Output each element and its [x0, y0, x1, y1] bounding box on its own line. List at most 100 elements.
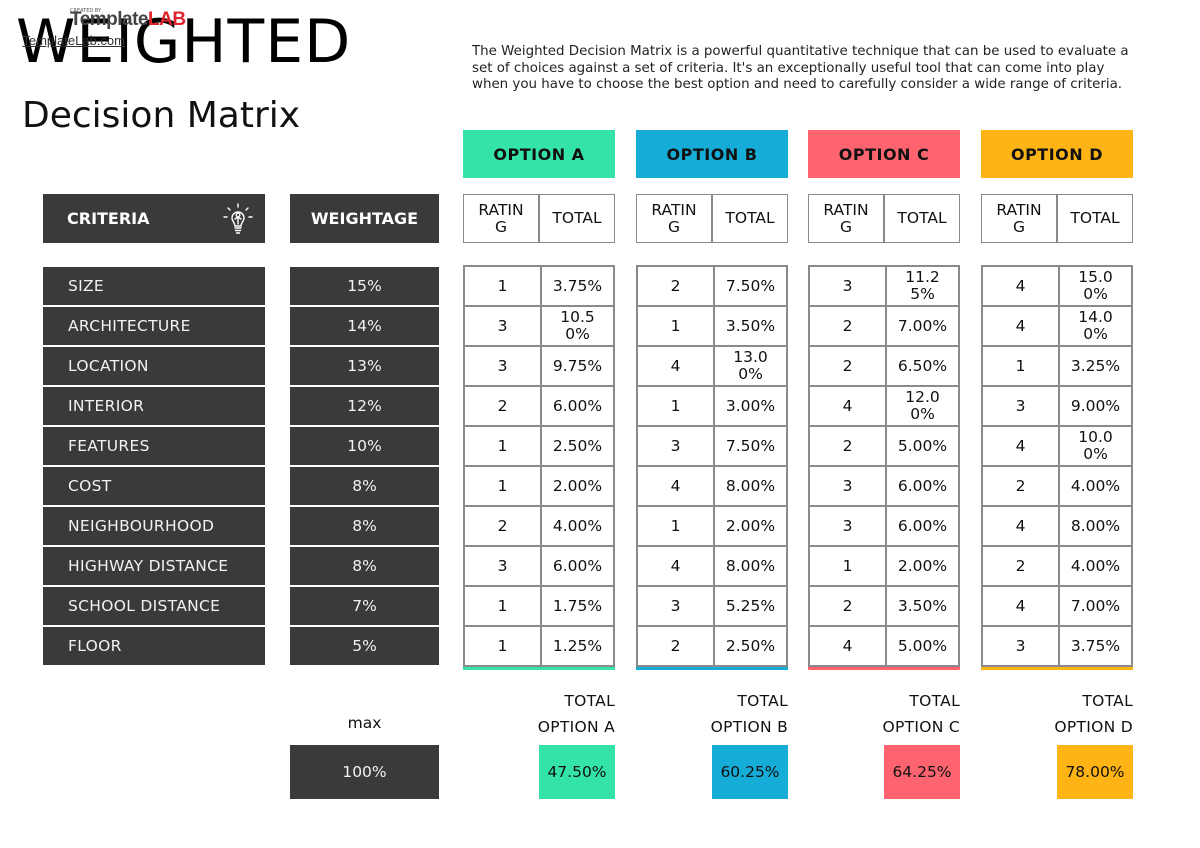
total-cell: 4.00%	[1070, 556, 1121, 575]
rating-cell[interactable]: 2	[465, 507, 542, 545]
total-label-line1: TOTAL	[909, 692, 960, 710]
rating-cell[interactable]: 3	[465, 347, 542, 385]
weight-cell[interactable]: 8%	[290, 507, 439, 545]
option-color-underline	[463, 667, 615, 670]
criteria-header-label: CRITERIA	[67, 209, 150, 228]
rating-cell[interactable]: 4	[983, 507, 1060, 545]
templatelab-link[interactable]: TemplateLab.com	[22, 33, 125, 48]
total-cell: 2.00%	[725, 516, 776, 535]
total-option-d-label: TOTAL OPTION D	[981, 688, 1133, 740]
rating-cell[interactable]: 1	[465, 587, 542, 625]
weight-cell[interactable]: 15%	[290, 267, 439, 305]
weight-cell[interactable]: 13%	[290, 347, 439, 385]
logo-text: Template	[70, 9, 149, 30]
rating-cell[interactable]: 2	[810, 427, 887, 465]
rating-cell[interactable]: 4	[983, 587, 1060, 625]
option-d-header: OPTION D	[981, 130, 1133, 178]
rating-cell[interactable]: 3	[465, 547, 542, 585]
table-row: 1 2.50%	[465, 427, 613, 467]
total-header: TOTAL	[1070, 209, 1120, 227]
rating-cell[interactable]: 2	[638, 627, 715, 665]
rating-cell[interactable]: 3	[983, 627, 1060, 665]
rating-cell[interactable]: 2	[983, 547, 1060, 585]
total-cell: 2.00%	[897, 556, 948, 575]
rating-header: RATING	[464, 195, 540, 242]
total-cell: 10.00%	[1078, 428, 1113, 463]
rating-cell[interactable]: 4	[983, 427, 1060, 465]
rating-cell[interactable]: 4	[810, 387, 887, 425]
rating-cell[interactable]: 3	[810, 267, 887, 305]
criteria-row: LOCATION	[43, 347, 265, 385]
weight-cell[interactable]: 5%	[290, 627, 439, 665]
rating-cell[interactable]: 1	[465, 267, 542, 305]
criteria-header: CRITERIA	[43, 194, 265, 243]
rating-cell[interactable]: 4	[983, 307, 1060, 345]
rating-cell[interactable]: 3	[810, 467, 887, 505]
rating-cell[interactable]: 4	[638, 547, 715, 585]
total-option-a-value: 47.50%	[539, 745, 615, 799]
rating-cell[interactable]: 1	[638, 307, 715, 345]
total-cell: 6.00%	[552, 556, 603, 575]
weight-cell[interactable]: 14%	[290, 307, 439, 345]
table-row: 3 9.75%	[465, 347, 613, 387]
weight-cell[interactable]: 8%	[290, 467, 439, 505]
weight-cell[interactable]: 12%	[290, 387, 439, 425]
table-row: 4 13.00%	[638, 347, 786, 387]
rating-cell[interactable]: 2	[810, 587, 887, 625]
templatelab-logo: TemplateLAB	[70, 10, 186, 30]
rating-cell[interactable]: 2	[983, 467, 1060, 505]
rating-cell[interactable]: 1	[638, 387, 715, 425]
rating-cell[interactable]: 1	[465, 467, 542, 505]
option-d-table: 4 15.00% 4 14.00% 1 3.25% 3 9.00% 4 10.00% 2 4.00% 4…	[981, 265, 1133, 670]
rating-cell[interactable]: 2	[810, 307, 887, 345]
table-row: 1 3.00%	[638, 387, 786, 427]
lightbulb-icon	[221, 202, 255, 236]
rating-cell[interactable]: 3	[638, 587, 715, 625]
rating-cell[interactable]: 3	[465, 307, 542, 345]
total-label-line2: OPTION B	[710, 718, 788, 736]
table-row: 3 7.50%	[638, 427, 786, 467]
total-option-d-value: 78.00%	[1057, 745, 1133, 799]
weight-cell[interactable]: 8%	[290, 547, 439, 585]
option-c-table: 3 11.25% 2 7.00% 2 6.50% 4 12.00% 2 5.00% 3 6.00% 3 6…	[808, 265, 960, 670]
rating-cell[interactable]: 1	[983, 347, 1060, 385]
total-cell: 14.00%	[1078, 308, 1113, 343]
rating-cell[interactable]: 4	[638, 347, 715, 385]
option-color-underline	[808, 667, 960, 670]
total-label-line2: OPTION A	[537, 718, 615, 736]
rating-cell[interactable]: 4	[638, 467, 715, 505]
rating-cell[interactable]: 3	[810, 507, 887, 545]
table-row: 3 9.00%	[983, 387, 1131, 427]
rating-cell[interactable]: 1	[810, 547, 887, 585]
weight-cell[interactable]: 10%	[290, 427, 439, 465]
rating-cell[interactable]: 3	[983, 387, 1060, 425]
rating-cell[interactable]: 2	[810, 347, 887, 385]
rating-cell[interactable]: 4	[983, 267, 1060, 305]
rating-cell[interactable]: 2	[465, 387, 542, 425]
rating-cell[interactable]: 2	[638, 267, 715, 305]
table-row: 3 6.00%	[465, 547, 613, 587]
total-header: TOTAL	[552, 209, 602, 227]
total-option-c-label: TOTAL OPTION C	[808, 688, 960, 740]
table-row: 3 3.75%	[983, 627, 1131, 667]
total-cell: 12.00%	[905, 388, 940, 423]
title-weighted: WEIGHTED	[16, 7, 352, 77]
weightage-header: WEIGHTAGE	[290, 194, 439, 243]
weight-cell[interactable]: 7%	[290, 587, 439, 625]
total-cell: 7.00%	[1070, 596, 1121, 615]
rating-cell[interactable]: 4	[810, 627, 887, 665]
table-row: 1 1.25%	[465, 627, 613, 667]
rating-cell[interactable]: 3	[638, 427, 715, 465]
criteria-row: HIGHWAY DISTANCE	[43, 547, 265, 585]
total-cell: 6.50%	[897, 356, 948, 375]
rating-cell[interactable]: 1	[465, 627, 542, 665]
rating-cell[interactable]: 1	[638, 507, 715, 545]
rating-cell[interactable]: 1	[465, 427, 542, 465]
total-cell: 6.00%	[897, 476, 948, 495]
total-cell: 2.50%	[725, 636, 776, 655]
table-row: 4 8.00%	[638, 467, 786, 507]
criteria-row: FLOOR	[43, 627, 265, 665]
option-b-column-header: RATING TOTAL	[636, 194, 788, 243]
logo-caption: CREATED BY	[70, 8, 102, 14]
total-label-line1: TOTAL	[1082, 692, 1133, 710]
